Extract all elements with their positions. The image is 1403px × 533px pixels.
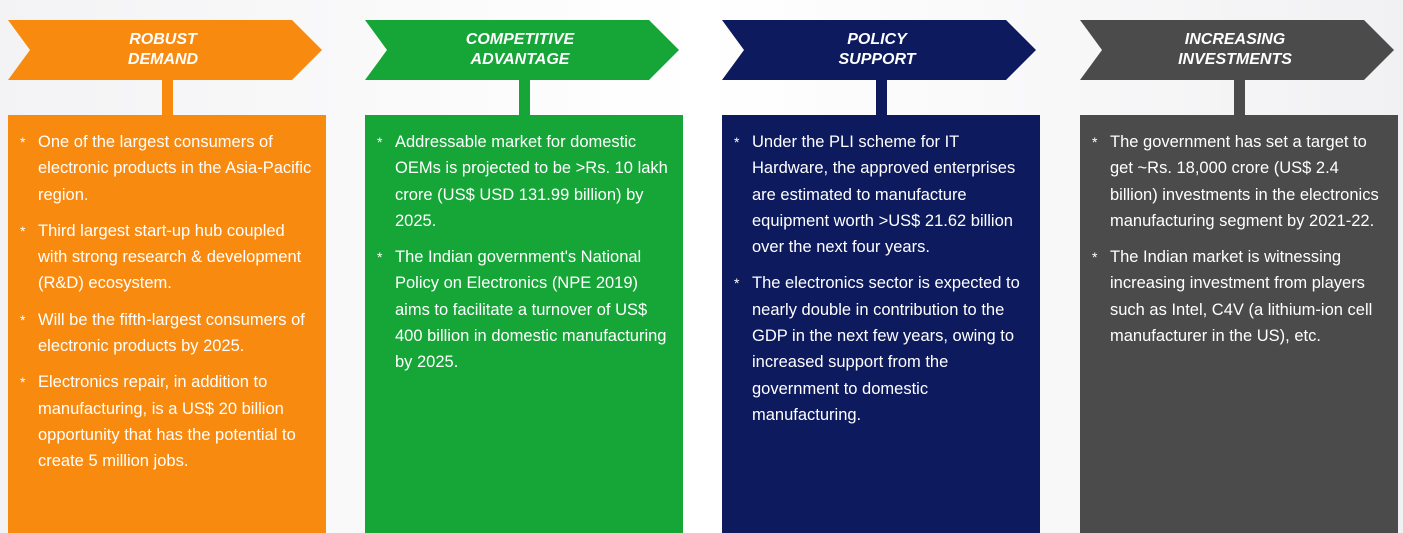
column: INCREASING INVESTMENTS The government has … [1080, 20, 1398, 533]
bullet: Will be the fifth-largest consumers of e… [20, 307, 316, 360]
column: POLICY SUPPORT Under the PLI scheme for IT… [722, 20, 1040, 533]
header-title: COMPETITIVE ADVANTAGE [385, 20, 655, 80]
connector [519, 80, 530, 116]
header-line: SUPPORT [838, 51, 916, 68]
content-box: Addressable market for domestic OEMs is … [365, 115, 683, 533]
header-line: DEMAND [127, 51, 199, 68]
header-title: INCREASING INVESTMENTS [1100, 20, 1370, 80]
arrow-shape [365, 20, 679, 80]
bullet: Electronics repair, in addition to manuf… [20, 369, 316, 474]
header-line: INCREASING [1184, 31, 1286, 48]
column: ROBUST DEMAND One of the largest consumers… [8, 20, 326, 533]
connector [1234, 80, 1245, 116]
content-box: The government has set a target to get ~… [1080, 115, 1398, 533]
arrow-shape [722, 20, 1036, 80]
arrow [722, 20, 1036, 80]
bullet: The electronics sector is expected to ne… [734, 270, 1030, 428]
bullet: Under the PLI scheme for IT Hardware, th… [734, 129, 1030, 260]
arrow [365, 20, 679, 80]
content-box: One of the largest consumers of electron… [8, 115, 326, 533]
header-line: INVESTMENTS [1178, 51, 1292, 68]
header-line: ADVANTAGE [470, 51, 570, 68]
bullet: Third largest start-up hub coupled with … [20, 218, 316, 297]
header-arrow: ROBUST DEMAND [8, 20, 324, 80]
content-box: Under the PLI scheme for IT Hardware, th… [722, 115, 1040, 533]
header-title: ROBUST DEMAND [28, 20, 298, 80]
bullet: The Indian market is witnessing increasi… [1092, 244, 1388, 349]
column: COMPETITIVE ADVANTAGE Addressable market f… [365, 20, 683, 533]
header-title: POLICY SUPPORT [742, 20, 1012, 80]
arrow-shape [8, 20, 322, 80]
header-line: ROBUST [129, 31, 197, 48]
arrow-shape [1080, 20, 1394, 80]
bullet: Addressable market for domestic OEMs is … [377, 129, 673, 234]
bullet: One of the largest consumers of electron… [20, 129, 316, 208]
arrow [8, 20, 322, 80]
bullet: The government has set a target to get ~… [1092, 129, 1388, 234]
bullet: The Indian government's National Policy … [377, 244, 673, 375]
header-arrow: POLICY SUPPORT [722, 20, 1038, 80]
header-line: COMPETITIVE [465, 31, 575, 48]
connector [162, 80, 173, 116]
connector [876, 80, 887, 116]
header-line: POLICY [847, 31, 907, 48]
arrow [1080, 20, 1394, 80]
header-arrow: COMPETITIVE ADVANTAGE [365, 20, 681, 80]
header-arrow: INCREASING INVESTMENTS [1080, 20, 1396, 80]
